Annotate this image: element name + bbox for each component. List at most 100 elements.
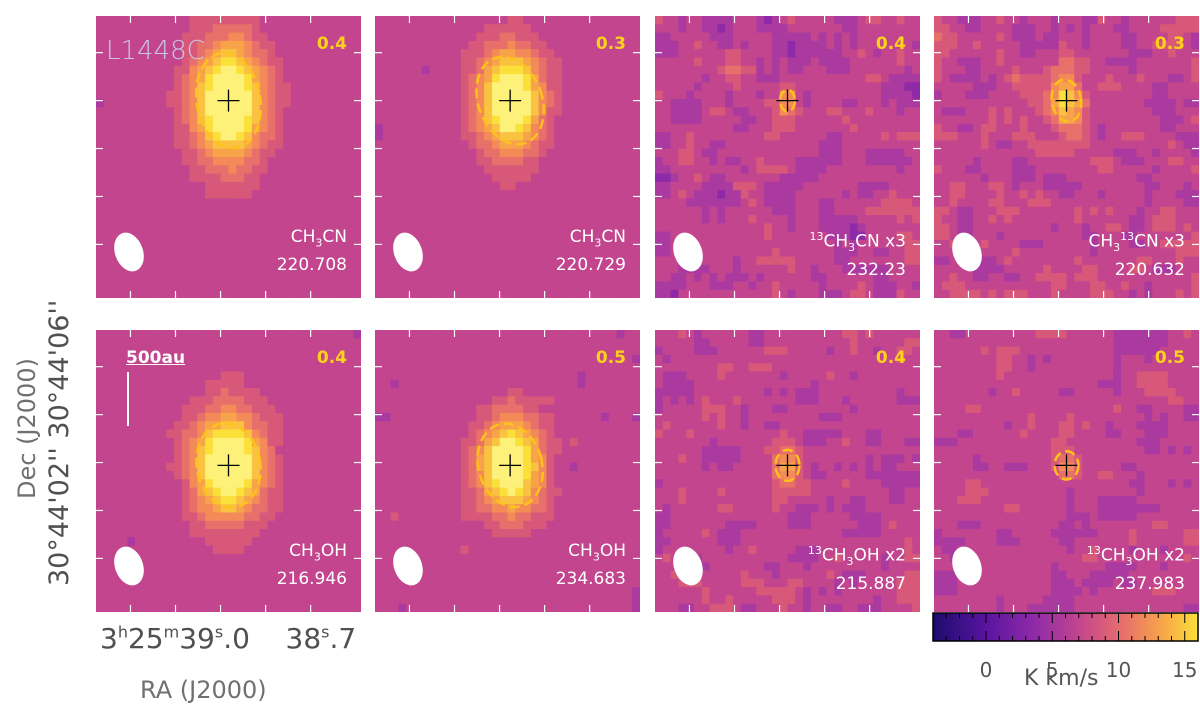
map-pixel [624,206,633,216]
map-pixel [1074,157,1083,166]
map-pixel [421,16,431,25]
map-pixel [515,215,524,224]
map-pixel [530,215,540,224]
map-pixel [1082,107,1091,117]
map-pixel [382,239,392,249]
map-pixel [1004,98,1013,108]
map-pixel [842,65,851,75]
map-pixel [709,16,718,25]
map-pixel [166,231,175,241]
map-pixel [127,330,136,339]
map-pixel [236,90,245,100]
map-pixel [189,281,198,291]
map-pixel [662,223,672,233]
map-pixel [771,57,781,67]
map-pixel [717,223,726,233]
map-pixel [1136,16,1146,25]
map-pixel [236,330,245,339]
map-pixel [189,74,198,83]
map-pixel [965,157,974,166]
map-pixel [709,165,718,175]
map-pixel [965,24,974,34]
map-pixel [787,190,796,200]
map-pixel [608,132,618,142]
map-pixel [701,90,711,100]
map-pixel [298,148,308,158]
map-pixel [965,190,974,200]
map-pixel [460,206,470,216]
map-pixel [896,148,906,158]
map-pixel [881,107,890,117]
map-pixel [842,190,851,200]
map-pixel [205,231,214,241]
map-pixel [103,223,113,233]
map-pixel [655,157,664,166]
map-pixel [1128,281,1138,291]
map-pixel [996,90,1005,100]
map-pixel [275,289,284,298]
map-pixel [353,49,361,59]
map-pixel [1136,281,1146,291]
map-pixel [577,223,587,233]
map-pixel [468,74,477,83]
map-pixel [569,173,579,183]
map-pixel [212,338,222,348]
map-pixel [259,206,269,216]
map-pixel [429,74,438,83]
map-pixel [1027,148,1036,158]
map-pixel [912,289,920,298]
map-pixel [290,223,300,233]
map-pixel [1058,198,1068,208]
map-pixel [949,231,958,241]
map-pixel [197,231,206,241]
map-pixel [1160,16,1169,25]
map-pixel [748,281,757,291]
map-pixel [111,388,120,397]
map-pixel [290,248,300,258]
map-pixel [740,206,750,216]
map-pixel [941,49,951,59]
map-pixel [1160,82,1169,92]
map-pixel [601,16,610,25]
map-pixel [499,49,509,59]
map-pixel [1128,65,1138,75]
map-pixel [103,330,113,339]
map-pixel [1144,140,1153,150]
map-pixel [1152,190,1161,200]
map-pixel [251,330,261,339]
map-pixel [740,181,750,191]
map-pixel [499,173,509,183]
map-pixel [523,206,532,216]
map-pixel [865,223,874,233]
map-pixel [834,98,843,108]
map-pixel [491,40,501,50]
map-pixel [585,123,594,133]
map-pixel [904,74,913,83]
map-pixel [912,181,920,191]
map-pixel [1058,90,1068,100]
map-pixel [941,223,951,233]
map-pixel [632,16,640,25]
map-pixel [1183,115,1192,125]
map-pixel [267,173,276,183]
map-pixel [787,281,796,291]
map-pixel [306,281,315,291]
map-pixel [166,123,175,133]
map-pixel [181,330,191,339]
map-pixel [1089,57,1099,67]
map-pixel [134,115,144,125]
map-pixel [577,123,587,133]
map-pixel [957,198,966,208]
map-pixel [1058,281,1068,291]
map-pixel [1050,281,1060,291]
map-pixel [756,264,765,274]
map-pixel [1160,264,1169,274]
map-pixel [593,115,602,125]
map-pixel [826,57,835,67]
map-pixel [1011,132,1021,142]
map-pixel [460,256,470,266]
map-pixel [748,107,757,117]
map-pixel [390,132,399,142]
map-pixel [562,206,571,216]
map-pixel [484,132,493,142]
